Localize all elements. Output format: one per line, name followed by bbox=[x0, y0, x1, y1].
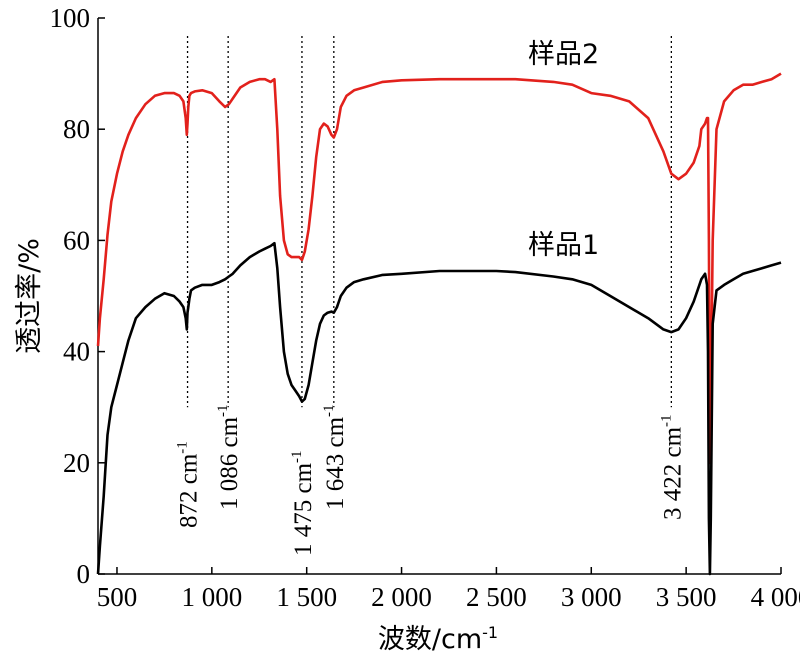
x-tick-label: 3 000 bbox=[561, 582, 622, 612]
x-tick-label: 500 bbox=[97, 582, 138, 612]
ticks-layer: 500 1 000 1 500 2 000 2 500 3 000 3 500 4 000 0 2… bbox=[50, 3, 800, 612]
y-tick-label: 60 bbox=[63, 225, 90, 255]
y-tick-label: 0 bbox=[77, 559, 91, 589]
annotation-label: 1 475 cm-1 bbox=[289, 450, 317, 556]
annotation-superscript: -1 bbox=[215, 404, 231, 417]
y-axis-label: 透过率/% bbox=[14, 238, 45, 354]
annotation-superscript: -1 bbox=[175, 441, 191, 454]
x-tick-label: 2 000 bbox=[371, 582, 432, 612]
annotation-superscript: -1 bbox=[658, 414, 674, 427]
x-tick-label: 2 500 bbox=[466, 582, 527, 612]
x-axis-label: 波数/cm-1 bbox=[378, 623, 498, 655]
annotation-superscript: -1 bbox=[289, 450, 305, 463]
x-tick-label: 3 500 bbox=[656, 582, 717, 612]
annotation-lines bbox=[186, 36, 672, 408]
annotation-label: 1 643 cm-1 bbox=[321, 404, 349, 510]
annotation-text: 1 475 cm bbox=[290, 462, 317, 556]
annotation-label: 1 086 cm-1 bbox=[215, 404, 243, 510]
annotation-text: 1 086 cm bbox=[216, 416, 243, 510]
series-name-label: 样品2 bbox=[528, 39, 599, 70]
y-tick-label: 80 bbox=[63, 114, 90, 144]
x-tick-label: 1 000 bbox=[181, 582, 242, 612]
labels-layer: 波数/cm-1 透过率/% bbox=[14, 238, 498, 655]
x-tick-label: 1 500 bbox=[276, 582, 337, 612]
y-tick-label: 100 bbox=[50, 3, 91, 33]
series-labels: 样品1 样品2 bbox=[528, 39, 599, 261]
series-layer bbox=[96, 72, 782, 576]
y-tick-label: 40 bbox=[63, 337, 90, 367]
annotation-text: 3 422 cm bbox=[659, 426, 686, 520]
x-tick-label: 4 000 bbox=[751, 582, 800, 612]
annotation-label: 3 422 cm-1 bbox=[658, 414, 686, 520]
annotation-superscript: -1 bbox=[321, 404, 337, 417]
annotations: 872 cm-1 1 086 cm-11 475 cm-1 1 643 cm-13 … bbox=[175, 404, 687, 556]
series-line bbox=[96, 241, 782, 576]
x-axis-label-superscript: -1 bbox=[482, 623, 498, 642]
annotation-text: 1 643 cm bbox=[322, 416, 349, 510]
series-line bbox=[96, 72, 782, 465]
series-name-label: 样品1 bbox=[528, 230, 599, 261]
y-tick-label: 20 bbox=[63, 448, 90, 478]
annotation-label: 872 cm-1 bbox=[175, 441, 203, 528]
annotation-text: 872 cm bbox=[176, 453, 203, 528]
